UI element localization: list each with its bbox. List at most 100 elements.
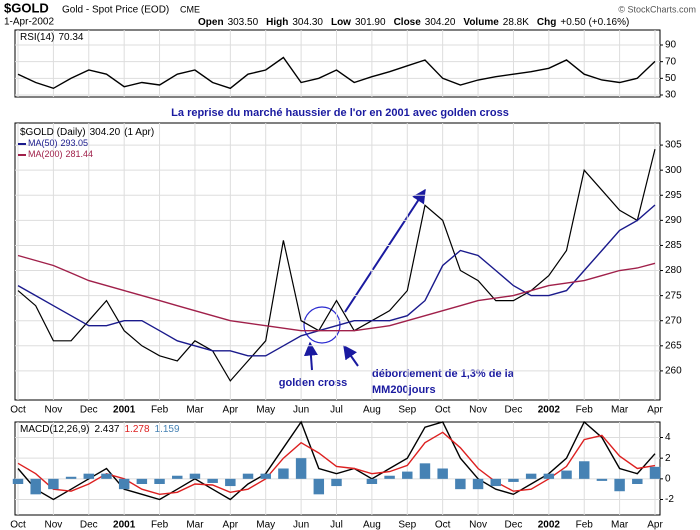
histogram-bar xyxy=(596,478,608,481)
quote-label: Close xyxy=(394,17,422,28)
quote-value: 304.30 xyxy=(292,17,323,28)
x-tick-label: Sep xyxy=(398,405,416,416)
quote: Open 303.50 High 304.30 Low 301.90 Close 304.20… xyxy=(198,17,629,28)
y-tick-label: 265 xyxy=(665,340,682,351)
x-tick-label: Feb xyxy=(576,405,594,416)
x-tick-label: 2001 xyxy=(113,405,136,416)
x-tick-label: Oct xyxy=(435,405,451,416)
annotation: débordement de 1,3% de la xyxy=(372,368,515,380)
legend-value: 293.05 xyxy=(61,138,89,148)
y-tick-label: 280 xyxy=(665,265,682,276)
histogram-bar xyxy=(561,470,572,479)
y-tick-label: 90 xyxy=(665,40,677,51)
arrow xyxy=(303,341,318,371)
histogram-bar xyxy=(472,478,484,490)
x-tick-label: Feb xyxy=(576,520,594,530)
legend-name: RSI(14) xyxy=(20,32,54,43)
histogram-bar xyxy=(83,473,95,479)
histogram-bar xyxy=(12,478,24,484)
x-tick-label: Sep xyxy=(398,520,416,530)
histogram-bar xyxy=(172,475,183,479)
legend-name: $GOLD (Daily) xyxy=(20,127,86,138)
annotation-title: La reprise du marché haussier de l'or en… xyxy=(171,107,509,119)
y-tick-label: 30 xyxy=(665,90,677,101)
legend-date: (1 Apr) xyxy=(124,127,154,138)
x-tick-label: Nov xyxy=(469,520,487,530)
x-tick-label: Jun xyxy=(293,520,309,530)
rsi-legend: RSI(14) 70.34 xyxy=(20,32,84,43)
legend-value: 304.20 xyxy=(90,127,121,138)
x-tick-label: Nov xyxy=(44,520,62,530)
x-tick-label: Nov xyxy=(44,405,62,416)
x-tick-label: Oct xyxy=(10,405,26,416)
histogram-bar xyxy=(632,478,643,484)
annotation: golden cross xyxy=(279,377,347,389)
x-tick-label: Dec xyxy=(505,520,523,530)
series-line xyxy=(17,204,656,357)
y-tick-label: 305 xyxy=(665,140,682,151)
macd-legend: MACD(12,26,9) 2.437 1.278 1.159 xyxy=(20,424,180,435)
symbol: $GOLD xyxy=(4,0,49,15)
histogram-bar xyxy=(295,458,307,479)
series-line xyxy=(17,254,656,332)
price-legend: $GOLD (Daily) 304.20 (1 Apr) xyxy=(20,127,154,138)
x-tick-label: Dec xyxy=(80,405,98,416)
histogram-bar xyxy=(207,478,218,483)
x-tick-label: 2002 xyxy=(538,520,561,530)
instrument: Gold - Spot Price (EOD) xyxy=(62,5,169,16)
histogram-bar xyxy=(101,473,112,479)
quote-label: Open xyxy=(198,17,224,28)
histogram-bar xyxy=(543,473,555,479)
histogram-bar xyxy=(366,478,378,484)
copyright: © StockCharts.com xyxy=(618,4,696,14)
histogram-bar xyxy=(525,473,537,479)
histogram-bar xyxy=(136,478,148,484)
legend-name: MA(50) xyxy=(28,138,58,148)
y-tick-label: 50 xyxy=(665,73,677,84)
legend-value: 1.278 xyxy=(125,424,150,435)
x-tick-label: Jul xyxy=(330,405,343,416)
price-panel xyxy=(14,122,661,401)
histogram-bar xyxy=(614,478,625,492)
histogram-bar xyxy=(225,478,236,487)
exchange: CME xyxy=(180,4,200,14)
x-tick-label: Dec xyxy=(80,520,98,530)
histogram-bar xyxy=(260,473,271,479)
series-line xyxy=(17,148,656,382)
x-tick-label: Apr xyxy=(223,520,239,530)
histogram-bar xyxy=(48,478,59,490)
histogram-bar xyxy=(118,478,130,490)
quote-label: High xyxy=(266,17,288,28)
legend-value: 70.34 xyxy=(58,32,83,43)
y-tick-label: 70 xyxy=(665,56,677,67)
histogram-bar xyxy=(490,478,501,487)
histogram-bar xyxy=(508,478,519,482)
legend-name: MACD(12,26,9) xyxy=(20,424,89,435)
quote-value: 304.20 xyxy=(425,17,456,28)
y-tick-label: 290 xyxy=(665,215,682,226)
quote-value: 28.8K xyxy=(503,17,529,28)
y-tick-label: 295 xyxy=(665,190,682,201)
annotation: MM200jours xyxy=(372,384,436,396)
legend-name: MA(200) xyxy=(28,149,63,159)
x-tick-label: Mar xyxy=(611,520,629,530)
x-tick-label: 2002 xyxy=(538,405,561,416)
x-tick-label: Apr xyxy=(647,405,663,416)
quote-label: Volume xyxy=(463,17,499,28)
y-tick-label: 260 xyxy=(665,366,682,377)
ma-legend: MA(50) 293.05 xyxy=(28,138,88,148)
series-line xyxy=(17,56,656,90)
legend-value: 1.159 xyxy=(155,424,180,435)
x-tick-label: Aug xyxy=(363,520,381,530)
quote-value: 301.90 xyxy=(355,17,386,28)
quote-value: +0.50 (+0.16%) xyxy=(560,17,629,28)
y-tick-label: 285 xyxy=(665,240,682,251)
histogram-bar xyxy=(65,476,77,479)
x-tick-label: May xyxy=(256,520,275,530)
ma-legend: MA(200) 281.44 xyxy=(28,149,93,159)
histogram-bar xyxy=(402,471,413,479)
y-tick-label: 2 xyxy=(665,453,671,464)
x-tick-label: Jun xyxy=(293,405,309,416)
quote-label: Low xyxy=(331,17,351,28)
